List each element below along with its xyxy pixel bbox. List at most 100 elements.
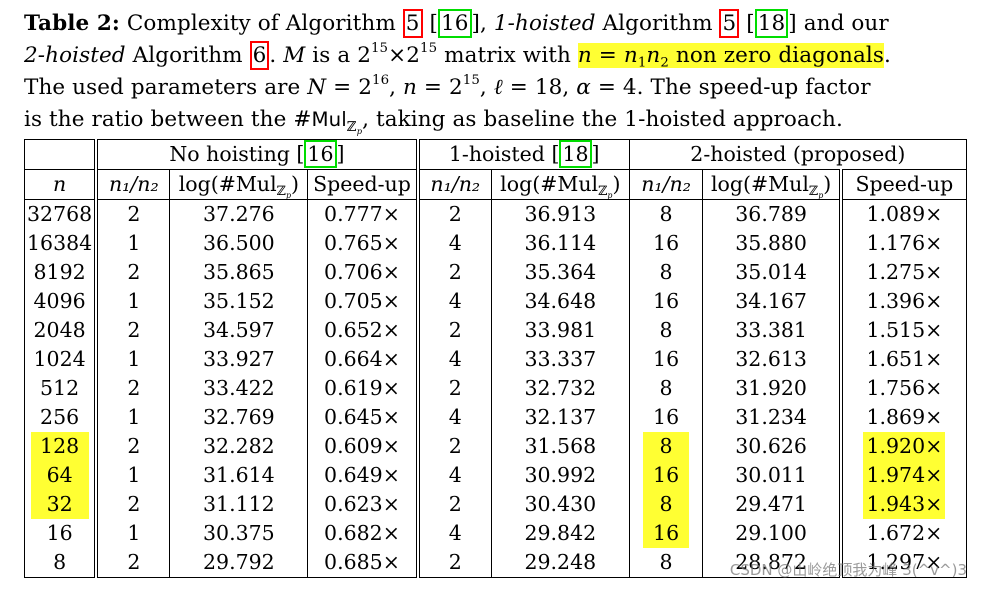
caption-text: = 2 bbox=[416, 75, 463, 100]
algorithm-5-ref-link-2[interactable]: 5 bbox=[719, 9, 740, 38]
header-label: n₁/n₂ bbox=[430, 172, 481, 196]
cell-value: 0.685× bbox=[324, 550, 400, 574]
cell-no-log: 29.792 bbox=[169, 548, 309, 578]
cell-n: 128 bbox=[24, 432, 97, 461]
header-label: n₁/n₂ bbox=[108, 172, 159, 196]
cell-n: 8192 bbox=[24, 258, 97, 287]
cell-value: 28.872 bbox=[735, 550, 807, 574]
cell-value: 8192 bbox=[33, 260, 86, 284]
cell-two-log: 31.234 bbox=[702, 403, 843, 432]
table-row: 512 2 33.422 0.619× 2 32.732 8 31.920 1.756× bbox=[24, 374, 967, 403]
header-close: ) bbox=[291, 172, 299, 196]
math-eq: = bbox=[591, 43, 624, 68]
cell-value: 0.664× bbox=[324, 347, 400, 371]
cell-value: 2 bbox=[448, 434, 462, 458]
table-row: 16384 1 36.500 0.765× 4 36.114 16 35.880 1.176× bbox=[24, 229, 967, 258]
algorithm-6-ref-link[interactable]: 6 bbox=[249, 41, 270, 70]
math-n2: n bbox=[646, 43, 661, 68]
cell-value: 512 bbox=[40, 376, 80, 400]
caption-line-2: 2-hoisted Algorithm 6. M is a 215×215 ma… bbox=[24, 40, 959, 72]
cell-value: 16 bbox=[653, 405, 680, 429]
header-zp: ℤ bbox=[808, 183, 819, 199]
cell-one-log: 31.568 bbox=[491, 432, 630, 461]
cell-value: 0.645× bbox=[324, 405, 400, 429]
caption-text: is a 2 bbox=[305, 43, 371, 68]
cell-one-log: 29.842 bbox=[491, 519, 630, 548]
cell-no-n1n2: 2 bbox=[94, 258, 171, 287]
cell-two-n1n2: 16 bbox=[629, 287, 704, 316]
cell-value: 8 bbox=[659, 376, 673, 400]
cell-no-log: 31.614 bbox=[169, 461, 309, 490]
cell-value: 16 bbox=[653, 289, 680, 313]
cell-value: 4 bbox=[448, 289, 462, 313]
cell-value: 2 bbox=[448, 492, 462, 516]
cell-n: 64 bbox=[24, 461, 97, 490]
cell-no-log: 35.152 bbox=[169, 287, 309, 316]
cell-value: 33.381 bbox=[735, 318, 807, 342]
header-n1n2: n₁/n₂ bbox=[629, 169, 704, 200]
cell-value: 8 bbox=[659, 260, 673, 284]
caption-text: , bbox=[480, 11, 494, 36]
cell-no-n1n2: 1 bbox=[94, 519, 171, 548]
caption-text: The used parameters are bbox=[24, 75, 308, 100]
math-n: n bbox=[403, 75, 417, 100]
header-speedup: Speed-up bbox=[307, 169, 419, 200]
cell-value: 33.337 bbox=[524, 347, 597, 371]
cell-value: 0.705× bbox=[324, 289, 400, 313]
cell-value: 1.176× bbox=[866, 231, 943, 255]
caption-text: = 4. The speed-up factor bbox=[590, 75, 871, 100]
cell-two-log: 29.471 bbox=[702, 490, 843, 519]
cell-two-speedup: 1.089× bbox=[840, 199, 967, 229]
cell-n: 16384 bbox=[24, 229, 97, 258]
header-label: log(#Mul bbox=[710, 172, 809, 196]
header-speedup: Speed-up bbox=[840, 169, 967, 200]
cell-value: 16 bbox=[643, 519, 690, 548]
cell-value: 34.597 bbox=[202, 318, 275, 342]
cell-two-speedup: 1.651× bbox=[840, 345, 967, 374]
cite-16-link[interactable]: 16 bbox=[304, 140, 337, 168]
exponent: 15 bbox=[462, 73, 480, 89]
group-label: 1-hoisted bbox=[448, 142, 552, 166]
header-n: n bbox=[24, 169, 97, 200]
cell-two-log: 29.100 bbox=[702, 519, 843, 548]
cell-value: 33.422 bbox=[202, 376, 275, 400]
cell-value: 0.609× bbox=[324, 434, 400, 458]
cite-18-link[interactable]: 18 bbox=[754, 9, 789, 38]
highlighted-phrase: n = n1n2 non zero diagonals bbox=[577, 43, 885, 70]
cite-16-link[interactable]: 16 bbox=[437, 9, 472, 38]
cell-value: 4096 bbox=[33, 289, 86, 313]
cell-no-log: 32.769 bbox=[169, 403, 309, 432]
cite-16-bracket: [ bbox=[429, 11, 438, 36]
caption-text: = 18, bbox=[502, 75, 577, 100]
cell-no-speedup: 0.682× bbox=[307, 519, 419, 548]
cell-value: 35.364 bbox=[524, 260, 597, 284]
header-close: ) bbox=[612, 172, 621, 196]
cell-value: 1 bbox=[127, 521, 141, 545]
cite-18-link[interactable]: 18 bbox=[559, 140, 592, 168]
cell-two-log: 35.014 bbox=[702, 258, 843, 287]
highlight-text: non zero diagonals bbox=[668, 43, 885, 68]
cell-one-n1n2: 2 bbox=[415, 432, 492, 461]
header-label: log(#Mul bbox=[178, 172, 277, 196]
cell-two-log: 30.011 bbox=[702, 461, 843, 490]
cell-two-log: 33.381 bbox=[702, 316, 843, 345]
cell-one-n1n2: 2 bbox=[415, 374, 492, 403]
cell-one-n1n2: 2 bbox=[415, 199, 492, 229]
cell-value: 256 bbox=[40, 405, 80, 429]
cell-value: 2 bbox=[127, 318, 141, 342]
cell-value: 33.981 bbox=[524, 318, 597, 342]
zp-subscript: ℤp bbox=[347, 120, 362, 134]
cell-two-speedup: 1.920× bbox=[840, 432, 967, 461]
cell-no-n1n2: 2 bbox=[94, 374, 171, 403]
cell-one-log: 36.114 bbox=[491, 229, 630, 258]
cell-value: 2048 bbox=[33, 318, 86, 342]
cell-value: 16 bbox=[643, 461, 690, 490]
group-one-hoisted: 1-hoisted [18] bbox=[415, 139, 630, 170]
group-label: No hoisting bbox=[169, 142, 297, 166]
algorithm-5-ref-link[interactable]: 5 bbox=[402, 9, 423, 38]
cell-value: 2 bbox=[448, 260, 462, 284]
table-label: Table 2: bbox=[24, 11, 120, 36]
cell-value: 1.920× bbox=[863, 432, 946, 461]
header-label: log(#Mul bbox=[500, 172, 599, 196]
cell-one-log: 32.137 bbox=[491, 403, 630, 432]
